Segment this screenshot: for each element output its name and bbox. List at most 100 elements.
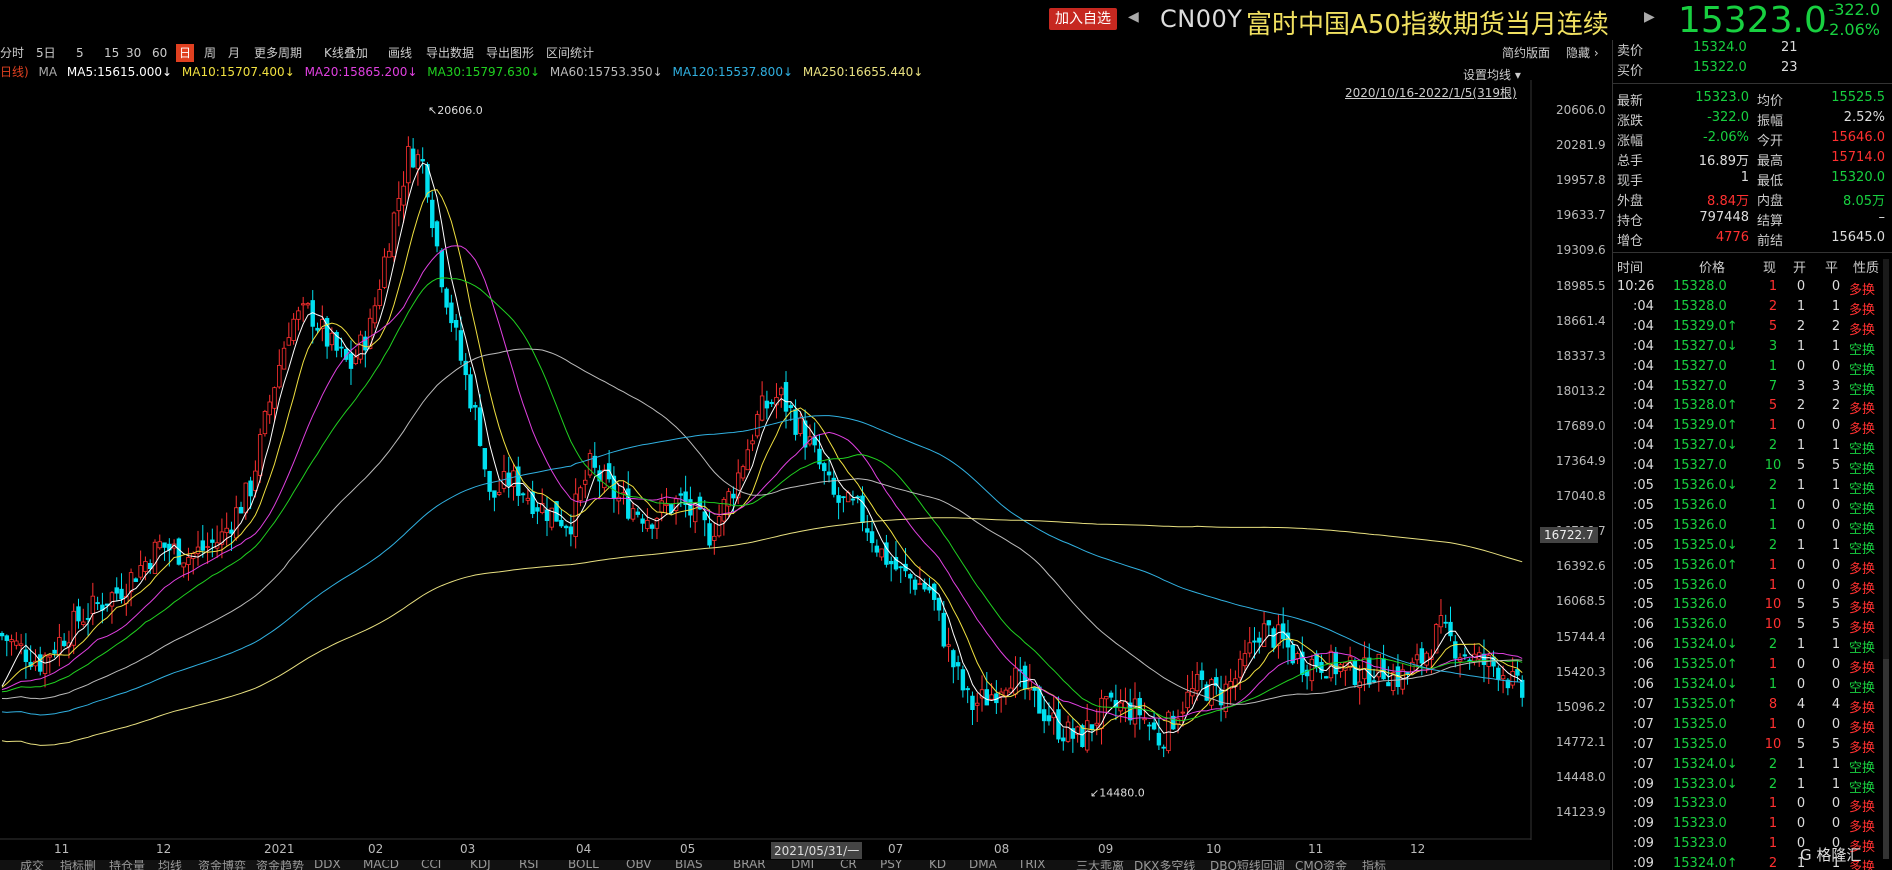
trade-open: 0 <box>1796 816 1806 832</box>
candle-up <box>143 561 148 572</box>
candle-up <box>396 198 401 212</box>
trade-nature: 多换 <box>1849 720 1876 736</box>
indicator-tab[interactable]: KDJ <box>470 860 491 870</box>
period-8[interactable]: 月 <box>228 46 241 60</box>
indicator-tabs: 成交 指标删 持仓量 均线 资金博弈 资金趋势 DDX MACD CCI KDJ RSI BOLL OB… <box>0 860 1610 870</box>
period-7[interactable]: 周 <box>204 46 217 60</box>
candle-down <box>1252 640 1257 643</box>
indicator-tab[interactable]: 成交 <box>20 860 45 870</box>
indicator-tab[interactable]: 持仓量 <box>109 860 146 870</box>
instrument-name: 富时中国A50指数期货当月连续 <box>1246 10 1609 40</box>
indicator-tab[interactable]: MACD <box>363 860 399 870</box>
candle-down <box>1515 669 1520 676</box>
period-4[interactable]: 30 <box>126 46 142 60</box>
indicator-tab[interactable]: DMI <box>791 860 815 870</box>
indicator-tab[interactable]: KD <box>929 860 947 870</box>
x-tick-label: 08 <box>994 842 1010 856</box>
x-tick-label: 09 <box>1098 842 1114 856</box>
period-5[interactable]: 60 <box>152 46 168 60</box>
indicator-tab[interactable]: 资金趋势 <box>256 860 305 870</box>
indicator-tab[interactable]: BRAR <box>733 860 766 870</box>
indicator-tab[interactable]: RSI <box>519 860 539 870</box>
candle-down <box>324 317 330 347</box>
stat-value: -2.06% <box>1703 130 1749 145</box>
period-6[interactable]: 日 <box>176 44 195 62</box>
stat-row: 最新 15323.0 均价 15525.5 <box>1613 90 1889 110</box>
trade-time: :07 <box>1633 716 1654 732</box>
period-12[interactable]: 导出数据 <box>426 46 475 60</box>
candle-down <box>1161 746 1166 749</box>
indicator-tab[interactable]: 指标 <box>1362 860 1387 870</box>
trade-price: 15328.0 <box>1673 298 1727 314</box>
trade-price: 15327.0↓ <box>1673 338 1738 354</box>
ma60-line <box>1 348 1523 705</box>
prev-arrow-icon[interactable]: ◀ <box>1128 9 1139 25</box>
trade-row: :09 15323.0 1 0 0 多换 <box>1613 836 1883 856</box>
trade-volume: 10 <box>1764 458 1782 474</box>
trade-price: 15325.0↑ <box>1673 657 1738 673</box>
indicator-tab[interactable]: 指标删 <box>60 860 97 870</box>
gelonghui-logo: G 格隆汇 <box>1800 840 1892 870</box>
indicator-tab[interactable]: DBQ短线回调 <box>1210 860 1285 870</box>
ma30-line <box>1 277 1523 722</box>
period-13[interactable]: 导出图形 <box>486 46 535 60</box>
kline-chart[interactable]: ↖20606.0 ↙14480.0 <box>0 80 1532 840</box>
indicator-tab[interactable]: TRIX <box>1018 860 1046 870</box>
trades-header: 时间 价格 现 开 平性质 <box>1613 257 1892 277</box>
period-9[interactable]: 更多周期 <box>254 46 303 60</box>
stat-value: -322.0 <box>1707 110 1749 125</box>
change-value: -322.0 <box>1828 0 1880 19</box>
candle-up <box>1075 726 1080 735</box>
indicator-tab[interactable]: OBV <box>626 860 652 870</box>
logo-text: 格隆汇 <box>1816 846 1862 864</box>
candle-down <box>453 320 459 328</box>
candle-up <box>205 546 210 548</box>
trade-price: 15326.0↓ <box>1673 478 1738 493</box>
period-10[interactable]: K线叠加 <box>324 46 368 60</box>
stat-value: 15645.0 <box>1831 230 1885 245</box>
indicator-tab[interactable]: CR <box>840 860 857 870</box>
trade-volume: 1 <box>1768 279 1778 294</box>
y-tick-label: 14448.0 <box>1556 769 1606 784</box>
trade-time: 10:26 <box>1617 279 1655 294</box>
indicator-tab[interactable]: DDX <box>314 860 341 870</box>
trade-open: 0 <box>1796 657 1806 673</box>
trade-volume: 1 <box>1768 557 1778 573</box>
hide-button[interactable]: 隐藏 › <box>1566 46 1599 60</box>
trade-open: 0 <box>1796 677 1806 692</box>
trade-nature: 空换 <box>1849 462 1876 478</box>
period-1[interactable]: 5日 <box>36 46 56 60</box>
period-14[interactable]: 区间统计 <box>546 46 595 60</box>
instrument-code: CN00Y <box>1160 5 1243 33</box>
candle-up <box>525 497 531 501</box>
scroll-thumb[interactable] <box>1883 659 1889 859</box>
indicator-tab[interactable]: BIAS <box>675 860 703 870</box>
indicator-tab[interactable]: DMA <box>969 860 997 870</box>
simple-layout-button[interactable]: 简约版面 <box>1502 46 1551 60</box>
next-arrow-icon[interactable]: ▶ <box>1644 9 1655 25</box>
indicator-tab[interactable]: CCI <box>421 860 442 870</box>
trade-row: :04 15329.0↑ 5 2 2 多换 <box>1613 319 1883 339</box>
indicator-tab[interactable]: BOLL <box>568 860 599 870</box>
period-11[interactable]: 画线 <box>388 46 413 60</box>
indicator-tab[interactable]: 均线 <box>158 860 183 870</box>
indicator-tab[interactable]: CMO资金 <box>1295 860 1348 870</box>
candles <box>0 136 1525 758</box>
trades-scrollbar[interactable] <box>1883 259 1889 859</box>
period-3[interactable]: 15 <box>104 46 120 60</box>
crosshair-date-tag: 2021/05/31/一 <box>771 842 863 859</box>
candle-up <box>1237 658 1243 678</box>
candle-up <box>152 541 158 574</box>
indicator-tab[interactable]: 三大乖离 <box>1076 860 1125 870</box>
indicator-tab[interactable]: 资金博弈 <box>198 860 247 870</box>
add-to-watchlist-button[interactable]: 加入自选 <box>1049 8 1117 30</box>
candle-up <box>372 305 378 324</box>
stat-value: 797448 <box>1699 210 1749 225</box>
trade-price: 15324.0↓ <box>1673 756 1738 772</box>
period-2[interactable]: 5 <box>76 46 84 60</box>
indicator-tab[interactable]: DKX多空线 <box>1134 860 1196 870</box>
indicator-tab[interactable]: PSY <box>880 860 903 870</box>
candle-down <box>1151 722 1157 730</box>
set-ma-button[interactable]: 设置均线 ▾ <box>1463 68 1521 82</box>
period-0[interactable]: 分时 <box>0 46 25 60</box>
